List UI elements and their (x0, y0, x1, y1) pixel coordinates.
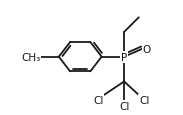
Text: Cl: Cl (93, 95, 103, 105)
Text: O: O (143, 44, 151, 54)
Text: CH₃: CH₃ (21, 52, 40, 62)
Text: Cl: Cl (119, 101, 129, 111)
Text: Cl: Cl (139, 95, 150, 105)
Text: P: P (121, 52, 127, 62)
